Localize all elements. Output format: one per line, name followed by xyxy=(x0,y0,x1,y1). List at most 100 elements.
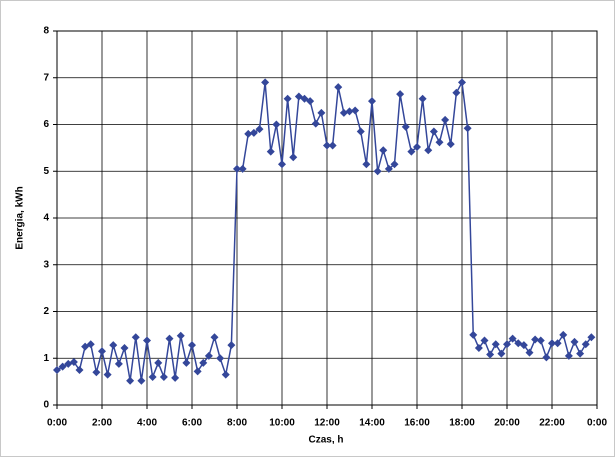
data-point xyxy=(199,358,208,367)
x-tick-label: 6:00 xyxy=(182,418,202,429)
data-point xyxy=(210,333,219,342)
data-point xyxy=(131,333,140,342)
data-point xyxy=(345,107,354,116)
data-point xyxy=(278,160,286,169)
data-point xyxy=(429,127,438,136)
data-point xyxy=(272,120,281,129)
data-point xyxy=(159,372,168,381)
data-point xyxy=(334,83,343,92)
data-point xyxy=(576,349,585,358)
data-point xyxy=(564,351,573,360)
data-point xyxy=(221,370,230,379)
y-tick-label: 6 xyxy=(43,119,49,130)
data-point xyxy=(126,376,135,385)
data-point xyxy=(379,146,388,155)
data-point xyxy=(103,370,112,379)
data-point xyxy=(238,164,247,173)
x-tick-label: 16:00 xyxy=(404,418,430,429)
data-point xyxy=(165,334,174,343)
data-point xyxy=(401,122,410,131)
data-point xyxy=(536,336,545,345)
data-point xyxy=(323,141,331,150)
data-point xyxy=(58,362,67,371)
x-tick-label: 8:00 xyxy=(227,418,247,429)
data-point xyxy=(435,138,444,147)
y-tick-label: 4 xyxy=(43,213,49,224)
data-point xyxy=(53,365,61,374)
data-point xyxy=(109,341,118,350)
data-point xyxy=(531,335,540,344)
data-point xyxy=(216,354,225,363)
data-point xyxy=(120,343,129,352)
data-point xyxy=(384,164,393,173)
data-point xyxy=(261,78,270,87)
y-tick-label: 0 xyxy=(43,400,49,411)
data-point xyxy=(508,334,517,343)
data-point xyxy=(362,160,371,169)
data-point xyxy=(469,330,478,339)
data-point xyxy=(373,167,382,176)
data-point xyxy=(249,128,258,137)
data-point xyxy=(559,330,568,339)
data-point xyxy=(255,125,264,134)
data-point xyxy=(283,94,292,103)
x-tick-label: 0:00 xyxy=(587,418,607,429)
x-tick-label: 20:00 xyxy=(494,418,520,429)
data-point xyxy=(441,115,450,124)
data-point xyxy=(171,373,180,382)
data-point xyxy=(463,124,472,133)
y-tick-label: 5 xyxy=(43,166,49,177)
data-point xyxy=(503,340,511,349)
data-point xyxy=(418,94,427,103)
data-point xyxy=(188,341,196,350)
data-point xyxy=(306,97,315,106)
data-point xyxy=(244,129,253,138)
x-axis-label: Czas, h xyxy=(308,435,343,446)
data-point xyxy=(233,164,241,173)
data-point xyxy=(92,368,101,377)
data-point xyxy=(491,340,500,349)
data-point xyxy=(452,88,461,97)
data-point xyxy=(86,340,95,349)
data-point xyxy=(587,333,596,342)
data-point xyxy=(154,358,163,367)
data-point xyxy=(266,147,275,156)
y-tick-label: 2 xyxy=(43,306,49,317)
x-tick-label: 22:00 xyxy=(539,418,565,429)
x-tick-label: 4:00 xyxy=(137,418,157,429)
data-point xyxy=(542,353,551,362)
data-point xyxy=(413,142,421,151)
data-point xyxy=(69,357,78,366)
data-point xyxy=(339,108,348,117)
data-point xyxy=(137,376,146,385)
data-point xyxy=(519,341,528,350)
data-point xyxy=(396,90,405,99)
data-point xyxy=(497,349,506,358)
data-point xyxy=(114,359,123,368)
data-point xyxy=(148,372,157,381)
data-point xyxy=(548,339,556,348)
data-point xyxy=(143,336,151,345)
y-axis-label: Energia, kWh xyxy=(15,186,26,249)
y-tick-label: 8 xyxy=(43,26,49,37)
data-point xyxy=(368,97,376,106)
data-point xyxy=(570,337,579,346)
data-point xyxy=(486,350,495,359)
data-point xyxy=(553,339,562,348)
data-point xyxy=(390,160,399,169)
data-point xyxy=(193,367,202,376)
data-point xyxy=(480,336,489,345)
data-point xyxy=(98,347,106,356)
x-tick-label: 0:00 xyxy=(47,418,67,429)
x-tick-label: 12:00 xyxy=(314,418,340,429)
data-point xyxy=(407,147,416,156)
y-tick-label: 7 xyxy=(43,72,49,83)
data-point xyxy=(317,108,326,117)
data-point xyxy=(356,127,365,136)
data-point xyxy=(311,119,320,128)
data-point xyxy=(525,348,534,357)
data-point xyxy=(227,341,236,350)
data-point xyxy=(474,343,483,352)
x-tick-label: 10:00 xyxy=(269,418,295,429)
